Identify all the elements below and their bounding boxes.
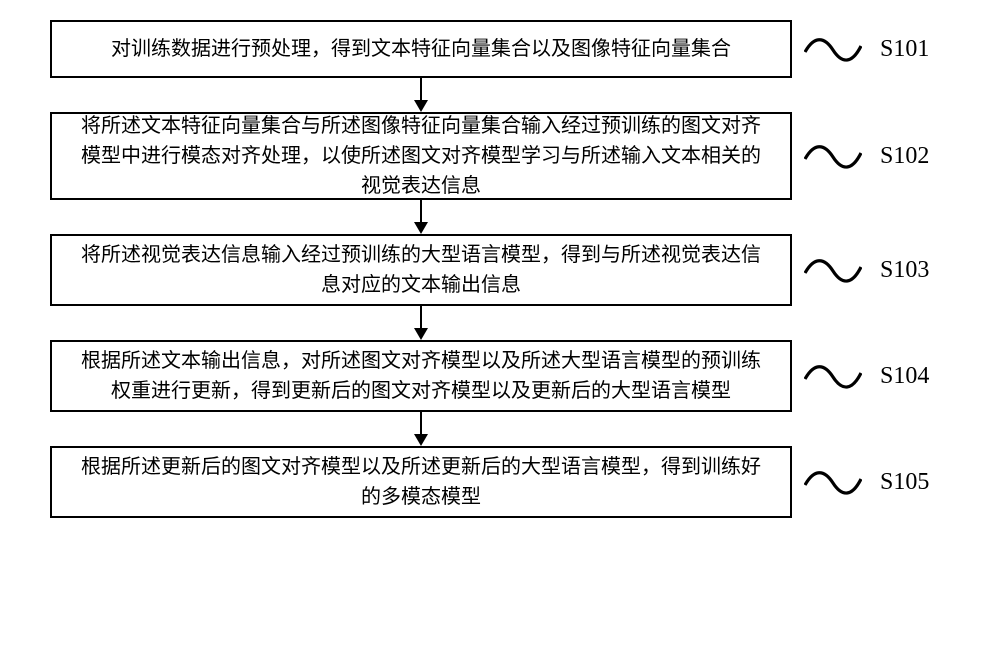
arrow-head-icon: [414, 328, 428, 340]
step-text: 模型中进行模态对齐处理，以使所述图文对齐模型学习与所述输入文本相关的: [81, 141, 761, 171]
step-label: S105: [880, 469, 929, 496]
connector: [50, 412, 792, 446]
step-text: 根据所述更新后的图文对齐模型以及所述更新后的大型语言模型，得到训练好: [81, 452, 761, 482]
step-box-s103: 将所述视觉表达信息输入经过预训练的大型语言模型，得到与所述视觉表达信 息对应的文…: [50, 234, 792, 306]
flow-row: 根据所述更新后的图文对齐模型以及所述更新后的大型语言模型，得到训练好 的多模态模…: [50, 446, 950, 518]
step-label: S102: [880, 143, 929, 170]
connector: [50, 306, 792, 340]
step-label: S104: [880, 363, 929, 390]
tilde-icon: [804, 467, 862, 497]
step-box-s104: 根据所述文本输出信息，对所述图文对齐模型以及所述大型语言模型的预训练 权重进行更…: [50, 340, 792, 412]
connector: [50, 200, 792, 234]
tilde-connector: [804, 467, 862, 497]
step-text: 对训练数据进行预处理，得到文本特征向量集合以及图像特征向量集合: [111, 34, 731, 64]
tilde-icon: [804, 255, 862, 285]
tilde-icon: [804, 141, 862, 171]
step-text: 的多模态模型: [81, 482, 761, 512]
tilde-icon: [804, 361, 862, 391]
arrow-line: [420, 200, 422, 222]
arrow-line: [420, 412, 422, 434]
step-text: 根据所述文本输出信息，对所述图文对齐模型以及所述大型语言模型的预训练: [81, 346, 761, 376]
step-text: 将所述文本特征向量集合与所述图像特征向量集合输入经过预训练的图文对齐: [81, 111, 761, 141]
flow-row: 对训练数据进行预处理，得到文本特征向量集合以及图像特征向量集合 S101: [50, 20, 950, 78]
step-text: 视觉表达信息: [81, 171, 761, 201]
flowchart-diagram: 对训练数据进行预处理，得到文本特征向量集合以及图像特征向量集合 S101 将所述…: [50, 20, 950, 518]
connector: [50, 78, 792, 112]
step-text: 权重进行更新，得到更新后的图文对齐模型以及更新后的大型语言模型: [81, 376, 761, 406]
tilde-icon: [804, 34, 862, 64]
tilde-connector: [804, 361, 862, 391]
step-label: S101: [880, 36, 929, 63]
arrow-line: [420, 306, 422, 328]
step-box-s101: 对训练数据进行预处理，得到文本特征向量集合以及图像特征向量集合: [50, 20, 792, 78]
step-text: 息对应的文本输出信息: [81, 270, 761, 300]
flow-row: 根据所述文本输出信息，对所述图文对齐模型以及所述大型语言模型的预训练 权重进行更…: [50, 340, 950, 412]
step-label: S103: [880, 257, 929, 284]
tilde-connector: [804, 141, 862, 171]
flow-row: 将所述文本特征向量集合与所述图像特征向量集合输入经过预训练的图文对齐 模型中进行…: [50, 112, 950, 200]
step-box-s102: 将所述文本特征向量集合与所述图像特征向量集合输入经过预训练的图文对齐 模型中进行…: [50, 112, 792, 200]
arrow-head-icon: [414, 434, 428, 446]
tilde-connector: [804, 34, 862, 64]
arrow-line: [420, 78, 422, 100]
flow-row: 将所述视觉表达信息输入经过预训练的大型语言模型，得到与所述视觉表达信 息对应的文…: [50, 234, 950, 306]
step-text: 将所述视觉表达信息输入经过预训练的大型语言模型，得到与所述视觉表达信: [81, 240, 761, 270]
step-box-s105: 根据所述更新后的图文对齐模型以及所述更新后的大型语言模型，得到训练好 的多模态模…: [50, 446, 792, 518]
arrow-head-icon: [414, 222, 428, 234]
tilde-connector: [804, 255, 862, 285]
